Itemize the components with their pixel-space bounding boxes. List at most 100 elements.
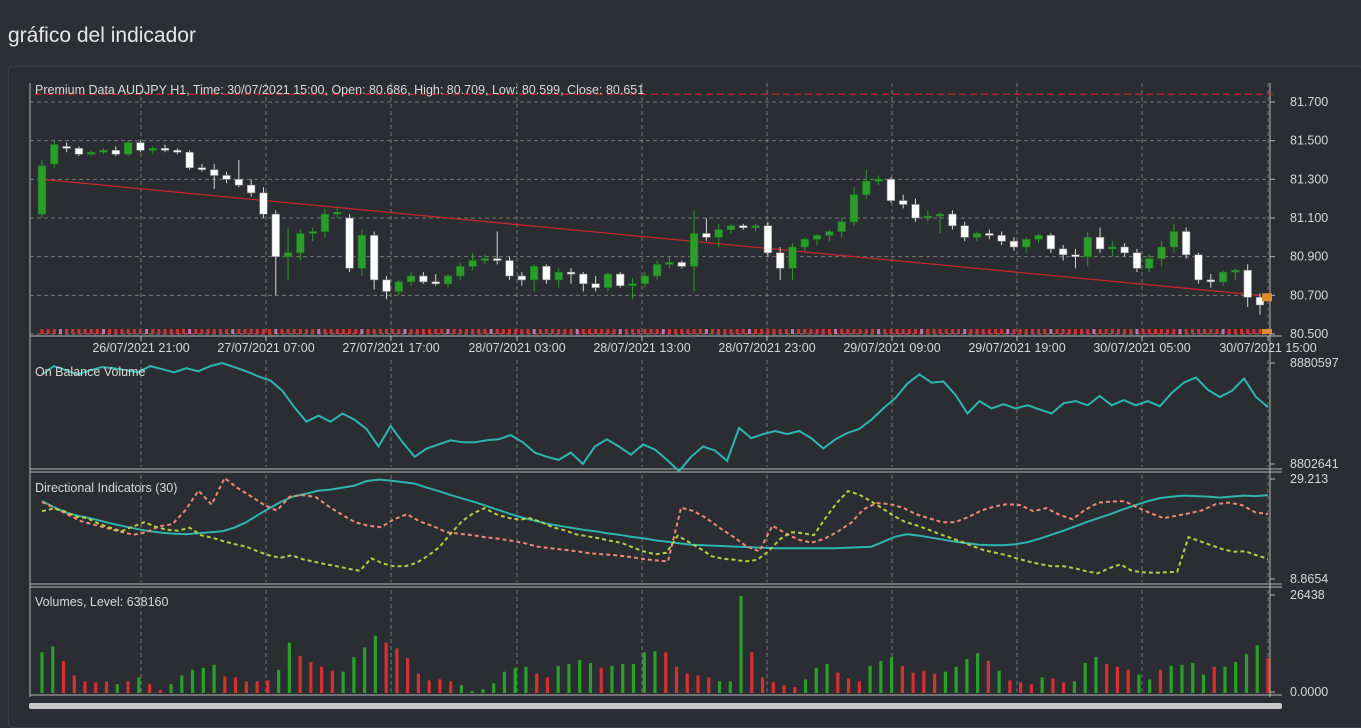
bearish-candle (62, 146, 71, 149)
price-y-tick-label: 80.900 (1290, 250, 1328, 264)
bearish-candle (431, 281, 440, 285)
bullish-candle (148, 148, 157, 151)
bearish-candle (886, 179, 896, 201)
tick-volume-mark (1135, 329, 1139, 334)
obv-pane[interactable] (41, 361, 1269, 473)
obv-series-line (41, 361, 1269, 473)
tick-volume-mark (206, 329, 210, 334)
volume-bar (954, 666, 958, 693)
volume-bar (1008, 680, 1012, 693)
bullish-candle (480, 258, 490, 261)
volume-bar (309, 661, 313, 693)
bearish-candle (1182, 231, 1191, 256)
volume-bar (1244, 654, 1249, 693)
tick-volume-mark (1061, 329, 1065, 334)
bearish-candle (345, 217, 354, 269)
bearish-candle (111, 150, 120, 155)
volume-bar (674, 666, 679, 693)
tick-volume-mark (723, 329, 727, 334)
volume-bar (320, 666, 324, 693)
tick-volume-mark (532, 329, 536, 334)
price-y-tick-label: 81.700 (1290, 95, 1328, 109)
tick-volume-mark (760, 329, 764, 334)
volume-bar (599, 667, 603, 693)
tick-volume-mark (212, 329, 216, 334)
volume-bar (427, 680, 431, 693)
tick-volume-mark (483, 329, 487, 334)
volume-bar (621, 663, 625, 693)
tick-volume-mark (938, 329, 942, 334)
directional-indicators-pane[interactable] (41, 476, 1269, 575)
volumes-pane[interactable] (40, 596, 1270, 693)
tick-volume-mark (870, 329, 874, 334)
tick-volume-mark (452, 329, 456, 334)
price-pane[interactable] (35, 93, 1273, 334)
tick-volume-mark (729, 329, 733, 334)
volume-bar (653, 651, 657, 693)
tick-volume-mark (409, 329, 413, 334)
volume-bar (438, 679, 442, 693)
tick-volume-mark (323, 329, 327, 334)
tick-volume-mark (631, 329, 635, 334)
bullish-candle (812, 235, 822, 240)
tick-volume-mark (889, 329, 893, 334)
tick-volume-mark (102, 329, 106, 334)
price-y-tick-label: 80.700 (1290, 288, 1328, 302)
bullish-candle (283, 252, 293, 257)
bearish-candle (1132, 252, 1142, 269)
tick-volume-mark (1178, 329, 1182, 334)
volume-bar (180, 675, 184, 693)
tick-volume-mark (901, 329, 905, 334)
tick-volume-mark (803, 329, 807, 334)
bearish-candle (1194, 254, 1203, 281)
volume-bar (846, 678, 851, 693)
volume-bar (1040, 677, 1044, 693)
volume-bar (750, 652, 754, 693)
tick-volume-mark (821, 329, 825, 334)
volume-bar (276, 669, 281, 693)
tick-volume-mark (292, 329, 296, 334)
y-tick-label: 8802641 (1290, 457, 1339, 471)
volume-bar (1115, 666, 1120, 693)
tick-volume-mark (784, 329, 788, 334)
volume-bar (1019, 682, 1023, 693)
bearish-candle (136, 142, 145, 151)
tick-volume-mark (181, 329, 185, 334)
tick-volume-mark (329, 329, 333, 334)
tick-volume-mark (790, 329, 794, 334)
bullish-candle (124, 142, 133, 155)
tick-volume-mark (926, 329, 930, 334)
tick-volume-mark (575, 329, 579, 334)
tick-volume-mark (1215, 329, 1219, 334)
tick-volume-mark (151, 329, 155, 334)
horizontal-scrollbar[interactable] (29, 703, 1282, 709)
bearish-candle (1206, 279, 1215, 283)
volume-bar (685, 673, 689, 693)
volume-bar (233, 677, 238, 693)
volume-bar (223, 676, 227, 693)
tick-volume-mark (747, 329, 751, 334)
tick-volume-mark (717, 329, 721, 334)
tick-volume-mark (1252, 329, 1256, 334)
volume-bar (1180, 664, 1184, 693)
tick-volume-mark (1129, 329, 1133, 334)
tick-volume-mark (840, 329, 844, 334)
tick-volume-mark (944, 329, 948, 334)
volume-bar (1051, 678, 1055, 693)
bearish-candle (960, 225, 969, 238)
x-tick-label: 29/07/2021 19:00 (968, 341, 1065, 355)
volume-bar (814, 667, 818, 693)
tick-volume-mark (914, 329, 918, 334)
volume-bar (707, 677, 711, 693)
tick-volume-mark (138, 329, 142, 334)
volume-bar (825, 663, 829, 693)
tick-volume-mark (1006, 329, 1010, 334)
bullish-candle (320, 213, 330, 232)
bearish-candle (997, 235, 1006, 242)
tick-volume-mark (544, 329, 548, 334)
tick-volume-mark (194, 329, 198, 334)
page-title: gráfico del indicador (8, 24, 196, 47)
bearish-candle (382, 279, 391, 292)
bearish-candle (566, 271, 576, 275)
